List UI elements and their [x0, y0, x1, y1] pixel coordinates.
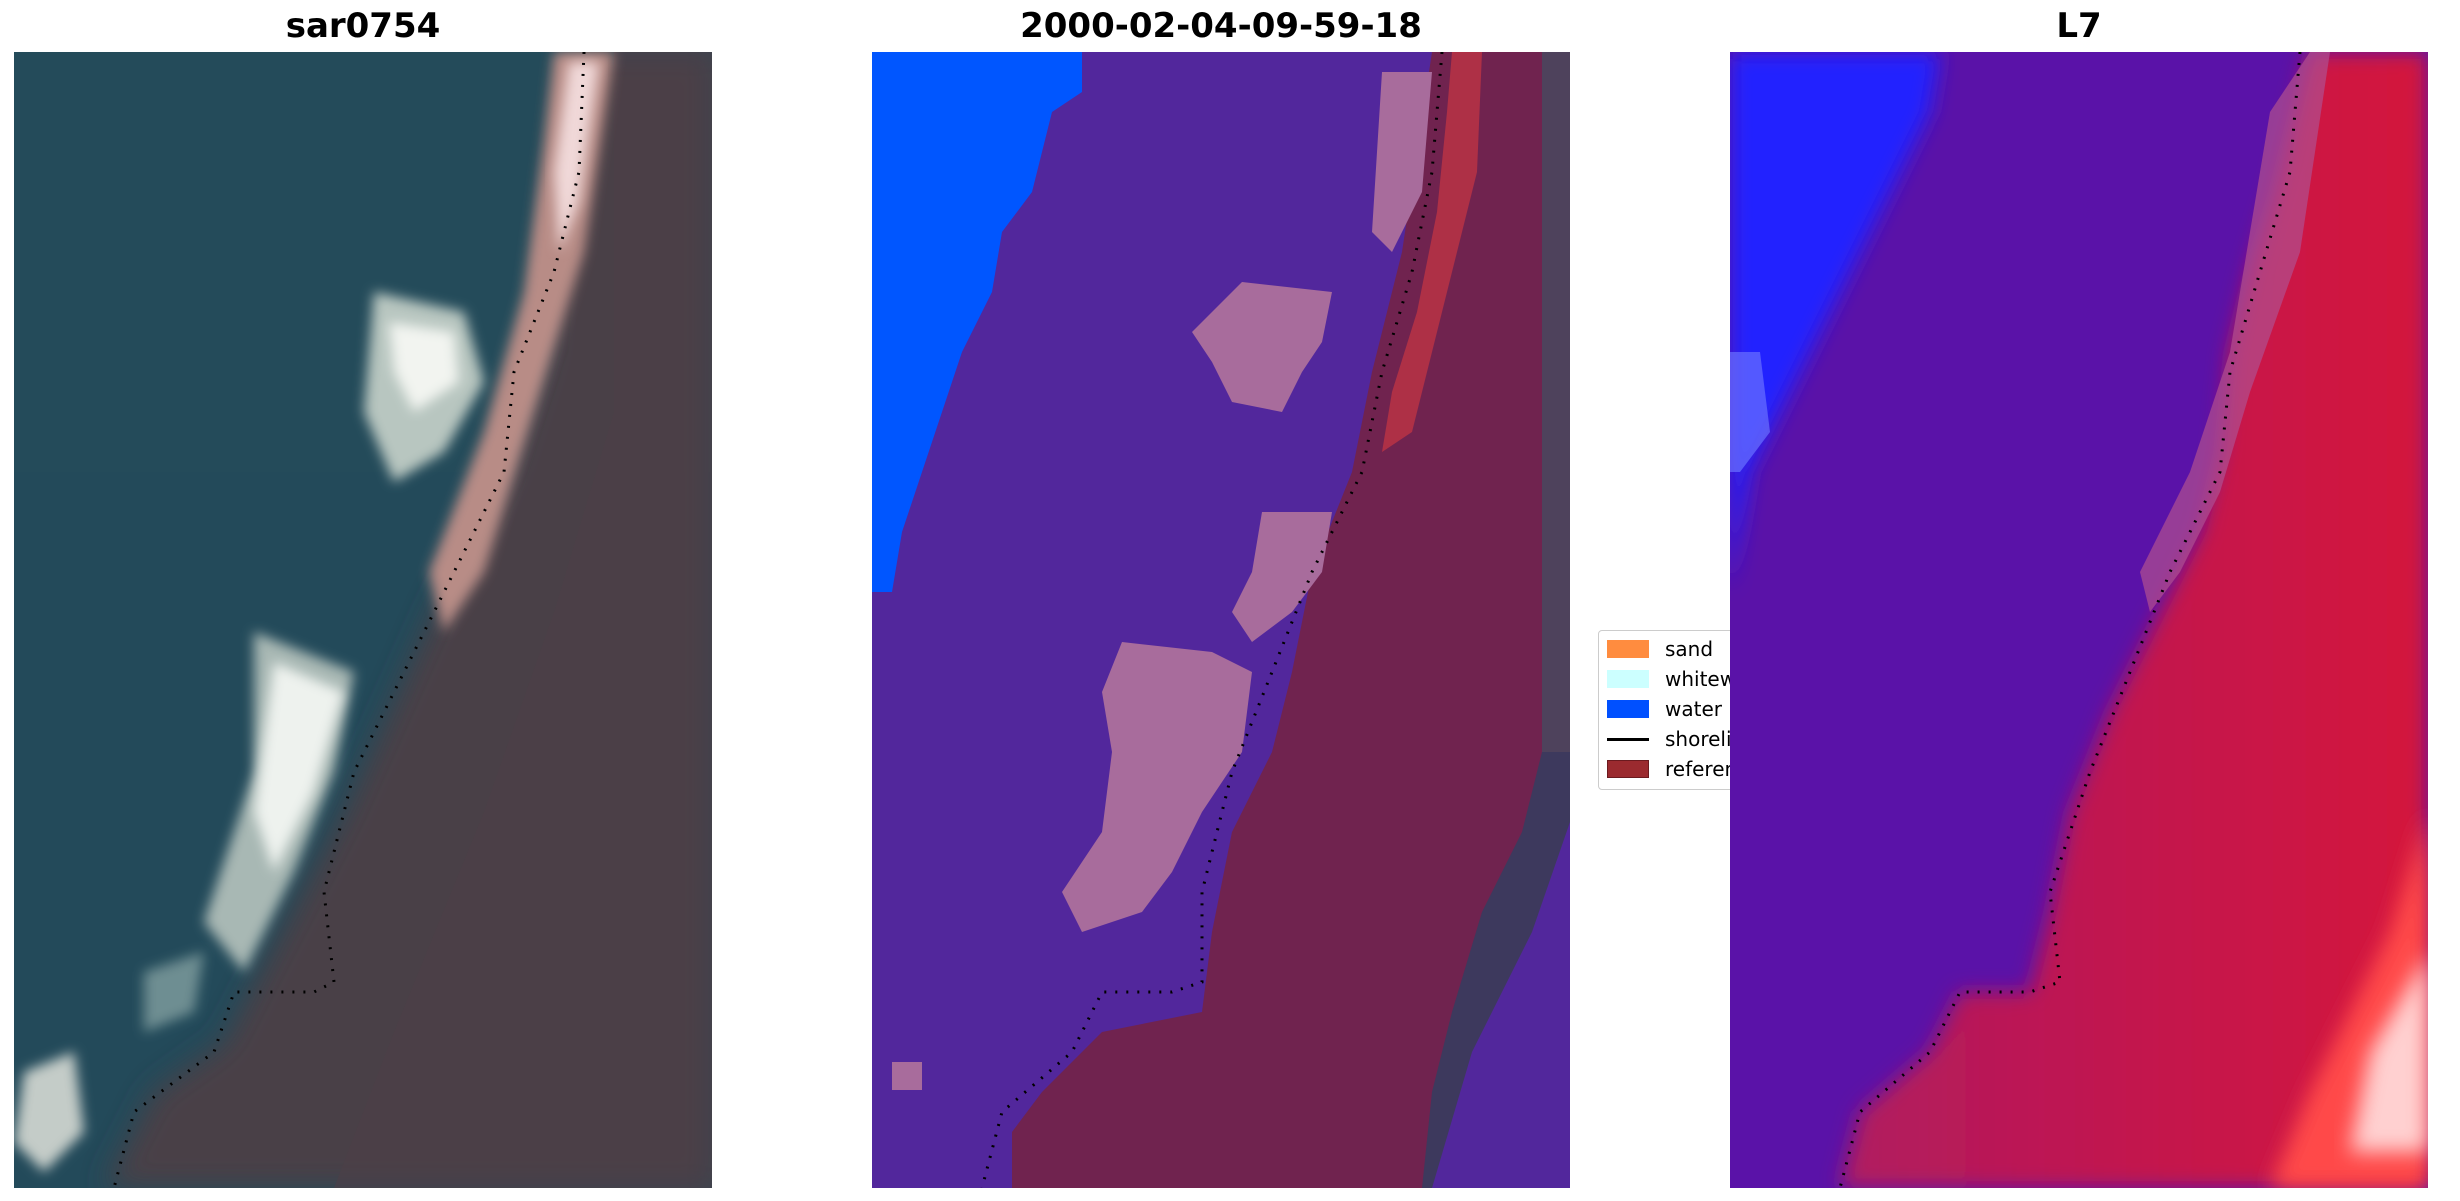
water-class-region — [872, 52, 1082, 592]
water-index-panel — [1730, 52, 2428, 1188]
land-index-region — [1840, 52, 2428, 1188]
shoreline-line-swatch — [1607, 737, 1649, 741]
legend-item-water: water — [1607, 697, 1722, 721]
water-swatch — [1607, 700, 1649, 718]
panel-title-index: L7 — [2056, 6, 2102, 46]
legend-item-sand: sand — [1607, 637, 1713, 661]
legend-item-whitewater: whitewater — [1607, 667, 1737, 691]
legend-label-water: water — [1665, 697, 1722, 721]
classified-panel — [872, 52, 1570, 1188]
sand-swatch — [1607, 640, 1649, 658]
legend-item-shoreline: shoreline — [1607, 727, 1737, 751]
legend-label-sand: sand — [1665, 637, 1714, 661]
reference-swatch — [1607, 760, 1649, 778]
rgb-satellite-panel — [14, 52, 712, 1188]
panel-title-classified: 2000-02-04-09-59-18 — [1020, 6, 1422, 46]
whitewater-swatch — [1607, 670, 1649, 688]
rgb-satellite-image — [14, 52, 712, 1188]
legend-label-whitewater: whitewater — [1665, 667, 1737, 691]
legend: sand whitewater water shoreline referenc… — [1598, 630, 1738, 790]
water-index-image — [1730, 52, 2428, 1188]
panel-title-rgb: sar0754 — [285, 6, 441, 46]
legend-item-reference: reference shoreline — [1607, 757, 1737, 781]
legend-label-reference: reference shoreline — [1665, 757, 1737, 781]
classified-image — [872, 52, 1570, 1188]
legend-label-shoreline: shoreline — [1665, 727, 1737, 751]
